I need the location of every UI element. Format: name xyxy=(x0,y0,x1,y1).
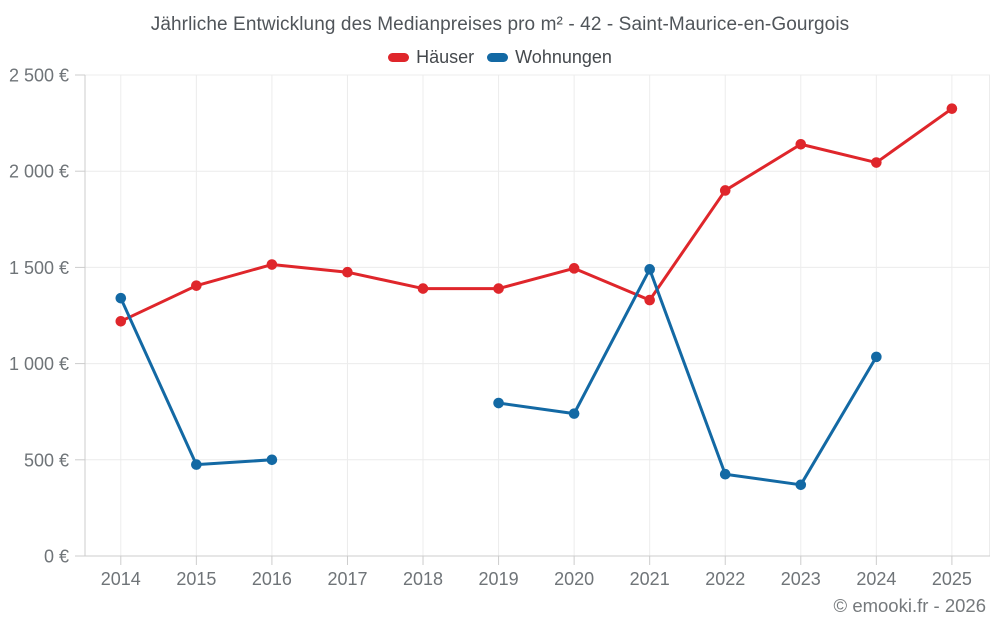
data-point-h-user-2019[interactable] xyxy=(493,283,504,294)
copyright-credit: © emooki.fr - 2026 xyxy=(833,595,986,616)
x-tick-label: 2016 xyxy=(252,569,292,589)
legend-item-haeuser[interactable]: Häuser xyxy=(388,47,474,68)
data-point-h-user-2023[interactable] xyxy=(795,138,807,150)
data-point-h-user-2014[interactable] xyxy=(115,315,127,327)
y-tick-label: 2 000 € xyxy=(9,162,69,182)
series-line-wohnungen xyxy=(497,267,878,487)
legend-swatch-wohnungen-icon xyxy=(487,53,509,62)
x-tick-label: 2014 xyxy=(101,569,141,589)
data-point-wohnungen-2021[interactable] xyxy=(644,264,655,275)
data-point-wohnungen-2020[interactable] xyxy=(568,408,580,419)
data-point-h-user-2024[interactable] xyxy=(871,157,882,168)
y-tick-label: 1 000 € xyxy=(9,354,69,374)
series-h-user xyxy=(115,103,958,327)
data-point-h-user-2022[interactable] xyxy=(719,185,731,196)
data-point-wohnungen-2023[interactable] xyxy=(795,479,807,491)
data-point-wohnungen-2016[interactable] xyxy=(266,454,278,466)
data-point-h-user-2025[interactable] xyxy=(946,103,958,114)
x-tick-label: 2025 xyxy=(932,569,972,589)
data-point-wohnungen-2015[interactable] xyxy=(191,459,202,470)
series-wohnungen xyxy=(115,264,882,491)
x-tick-label: 2019 xyxy=(479,569,519,589)
y-tick-label: 1 500 € xyxy=(9,258,69,278)
data-point-wohnungen-2022[interactable] xyxy=(719,468,731,480)
y-tick-label: 2 500 € xyxy=(9,66,69,86)
data-point-h-user-2015[interactable] xyxy=(191,280,202,291)
x-tick-label: 2015 xyxy=(176,569,216,589)
y-axis-labels: 0 € 500 € 1 000 € 1 500 € 2 000 € 2 500 € xyxy=(9,66,69,567)
legend-label-wohnungen: Wohnungen xyxy=(515,47,612,67)
legend-swatch-haeuser-icon xyxy=(388,53,410,62)
chart-title: Jährliche Entwicklung des Medianpreises … xyxy=(150,14,850,35)
data-point-wohnungen-2019[interactable] xyxy=(493,397,504,409)
legend-label-haeuser: Häuser xyxy=(416,47,475,67)
y-tick-label: 500 € xyxy=(24,450,69,470)
x-tick-label: 2024 xyxy=(856,569,896,589)
data-point-h-user-2017[interactable] xyxy=(342,266,353,278)
data-point-h-user-2021[interactable] xyxy=(644,294,655,306)
x-tick-label: 2018 xyxy=(403,569,443,589)
y-tick-label: 0 € xyxy=(44,547,69,567)
data-point-h-user-2018[interactable] xyxy=(417,283,429,294)
data-point-h-user-2016[interactable] xyxy=(266,259,278,270)
data-point-h-user-2020[interactable] xyxy=(568,263,580,274)
series-line-h-user xyxy=(119,107,954,323)
x-tick-label: 2021 xyxy=(630,569,670,589)
x-tick-label: 2017 xyxy=(327,569,367,589)
grid xyxy=(85,74,990,556)
x-tick-label: 2022 xyxy=(705,569,745,589)
legend-item-wohnungen[interactable]: Wohnungen xyxy=(487,47,612,68)
legend: Häuser Wohnungen xyxy=(0,47,1000,68)
x-tick-label: 2020 xyxy=(554,569,594,589)
data-point-wohnungen-2014[interactable] xyxy=(115,292,127,304)
x-axis-labels: 2014 2015 2016 2017 2018 2019 2020 2021 2022 2023… xyxy=(101,569,972,589)
x-tick-label: 2023 xyxy=(781,569,821,589)
data-point-wohnungen-2024[interactable] xyxy=(871,351,882,363)
axes xyxy=(75,74,990,565)
